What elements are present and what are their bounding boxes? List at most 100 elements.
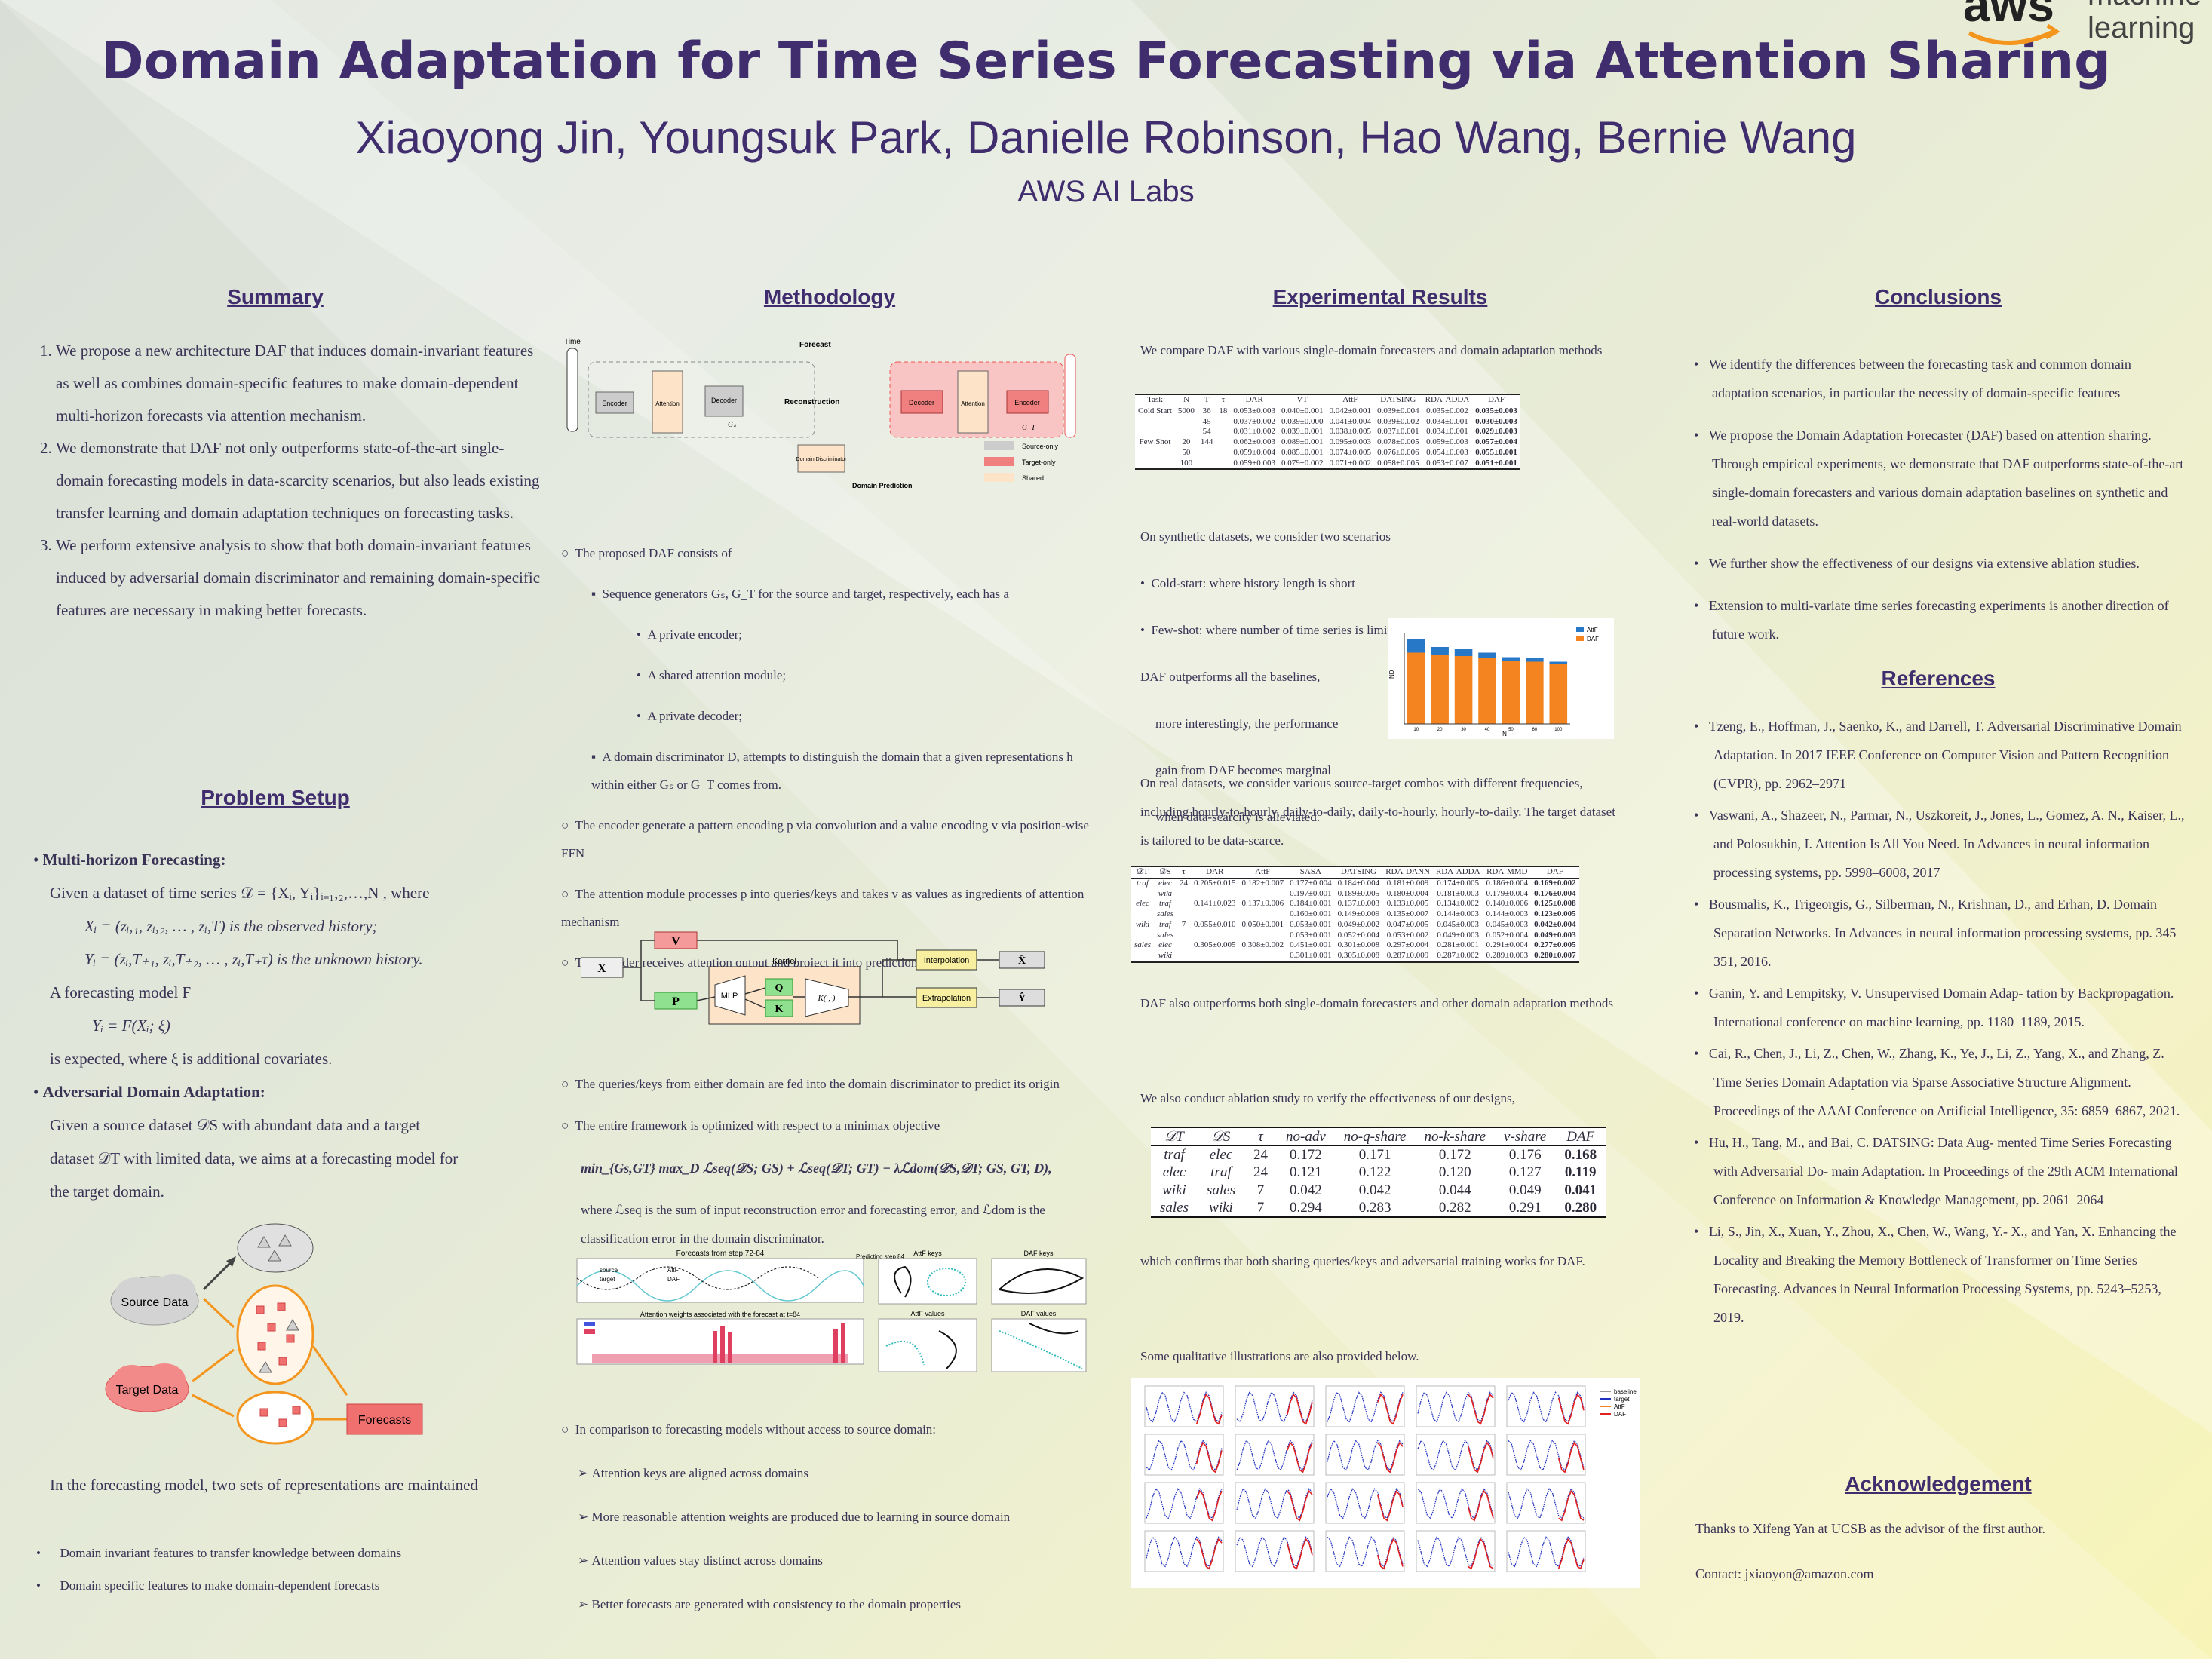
table-header-cell: DATSING <box>1374 394 1422 406</box>
bar-chart-tick-label: 50 <box>1508 728 1514 732</box>
fig-gs-label: Gₛ <box>728 421 736 429</box>
qualitative-target-line <box>1417 1391 1494 1423</box>
table-header-cell: no-q-share <box>1334 1127 1416 1147</box>
table-cell: 20 <box>1182 437 1191 446</box>
table-cell: 0.184±0.004 <box>1337 878 1380 888</box>
qualitative-daf-line <box>1468 1538 1494 1570</box>
table-cell: 0.297±0.004 <box>1386 940 1429 950</box>
bar-chart-tick-label: 20 <box>1437 728 1443 732</box>
qualitative-panel <box>1144 1434 1224 1476</box>
qualitative-target-line <box>1417 1488 1494 1519</box>
table-header-cell: SASA <box>1287 866 1335 879</box>
logo-word: aws <box>1963 0 2054 32</box>
table-cell: 0.127 <box>1508 1164 1542 1181</box>
qualitative-daf-line <box>1557 1441 1585 1473</box>
table-cell: 0.041 <box>1564 1182 1597 1198</box>
kern-kfun: K(·,·) <box>818 994 836 1003</box>
table-cell: 0.035±0.003 <box>1475 406 1517 416</box>
table-cell: sales <box>1157 909 1173 918</box>
table-cell: 0.054±0.003 <box>1426 447 1468 457</box>
summary-item: We demonstrate that DAF not only outperf… <box>56 432 546 529</box>
mh-line5: Yᵢ = F(Xᵢ; ξ) <box>92 1017 170 1035</box>
table-cell: wiki <box>1158 951 1173 960</box>
table-cell: 0.076±0.006 <box>1377 447 1419 457</box>
table-cell: 0.281±0.001 <box>1437 940 1479 950</box>
qualitative-target-line <box>1508 1536 1585 1568</box>
table-cell: 0.042±0.004 <box>1534 919 1576 929</box>
table-cell: 0.049±0.002 <box>1337 919 1380 929</box>
bar-attf-100 <box>1549 661 1568 664</box>
table-cell: 0.205±0.015 <box>1194 878 1236 888</box>
results-p7: which confirms that both sharing queries… <box>1140 1254 1585 1268</box>
rep-item: • Domain invariant features to transfer … <box>36 1546 402 1560</box>
results-p2: On synthetic datasets, we consider two s… <box>1140 529 1391 544</box>
qualitative-daf-line <box>1377 1441 1404 1473</box>
qualitative-daf-line <box>1286 1393 1313 1425</box>
table-header-cell: AttF <box>1238 866 1287 879</box>
table-cell: 0.137±0.006 <box>1241 899 1284 909</box>
table-cell: 0.085±0.001 <box>1281 447 1324 457</box>
table-cell: traf <box>1137 878 1149 888</box>
target-cloud-shape <box>105 1363 189 1412</box>
table-cell: 0.189±0.005 <box>1337 888 1380 898</box>
table-cell: 0.045±0.003 <box>1486 919 1529 929</box>
table-header-cell: DAR <box>1191 866 1239 879</box>
table-header-cell: RDA-ADDA <box>1432 866 1483 879</box>
bar-attf-20 <box>1431 647 1449 655</box>
problem-heading: Problem Setup <box>201 786 350 809</box>
table-cell: 0.034±0.001 <box>1426 427 1468 437</box>
table-cell: 0.049 <box>1508 1182 1542 1198</box>
table-cell: 0.451±0.001 <box>1290 940 1332 950</box>
fig-encoder-right: Encoder <box>1014 399 1040 406</box>
qualitative-target-line <box>1508 1488 1585 1519</box>
table-cell: 0.184±0.001 <box>1290 899 1332 909</box>
kern-x: X <box>597 962 606 975</box>
bar-daf-50 <box>1502 661 1520 724</box>
table-cell: 0.176±0.004 <box>1534 888 1576 898</box>
table-cell: 0.042 <box>1290 1182 1322 1198</box>
table-cell: 0.140±0.006 <box>1486 899 1529 909</box>
results-p3a: DAF outperforms all the baselines, <box>1140 670 1321 684</box>
bar-daf-30 <box>1454 656 1473 724</box>
qualitative-panel <box>1416 1385 1496 1427</box>
vis-t6: AttF values <box>910 1310 945 1317</box>
table-cell: 0.053±0.001 <box>1290 930 1332 940</box>
qualitative-daf-line <box>1196 1538 1223 1570</box>
source-cloud-shape <box>110 1274 199 1326</box>
table-cell <box>1177 940 1191 951</box>
table-cell: 0.180±0.004 <box>1386 888 1429 898</box>
results-p4: On real datasets, we consider various so… <box>1140 776 1615 848</box>
fig-decoder-right: Decoder <box>909 399 934 406</box>
qualitative-daf-line <box>1467 1489 1494 1522</box>
method-p7-item: Attention keys are aligned across domain… <box>591 1466 809 1480</box>
vis-l-attf: AttF <box>667 1267 679 1274</box>
table-row: traf elec 24 0.205±0.015 0.182±0.007 0.177±0.… <box>1131 878 1579 888</box>
qualitative-daf-line <box>1376 1393 1404 1425</box>
table-cell <box>1131 909 1154 920</box>
table-cell <box>1131 931 1154 941</box>
qualitative-daf-line <box>1195 1393 1223 1425</box>
aws-ml-logo: aws machine learning <box>1963 0 2201 45</box>
qualitative-daf-line <box>1557 1393 1585 1425</box>
qualitative-panel <box>1235 1530 1315 1572</box>
bar-attf-50 <box>1502 657 1520 661</box>
table-cell <box>1191 909 1239 920</box>
qualitative-daf-line <box>1195 1489 1223 1522</box>
references-list: • Tzeng, E., Hoffman, J., Saenko, K., an… <box>1694 719 2185 1325</box>
table-cell: 0.052±0.004 <box>1486 930 1529 940</box>
table-row: elec traf 0.141±0.023 0.137±0.006 0.184±0.00… <box>1131 899 1579 909</box>
table-cell: 0.039±0.000 <box>1281 416 1324 426</box>
qualitative-daf-line <box>1468 1393 1494 1425</box>
table-cell: 0.135±0.007 <box>1386 909 1429 918</box>
table-cell: 0.289±0.003 <box>1486 951 1529 960</box>
qualitative-daf-line <box>1287 1489 1313 1522</box>
table-cell: 0.172 <box>1290 1147 1322 1164</box>
table-row: wiki 0.197±0.001 0.189±0.005 0.180±0.004 0.1… <box>1131 889 1579 900</box>
table-cell: 0.059±0.003 <box>1233 458 1275 468</box>
bar-chart-ylabel: ND <box>1388 670 1395 679</box>
results-p3b: more interestingly, the performance <box>1155 716 1339 731</box>
qualitative-panel <box>1325 1434 1405 1476</box>
table-cell: 0.182±0.007 <box>1241 878 1284 888</box>
table-header-cell: DATSING <box>1334 866 1383 879</box>
